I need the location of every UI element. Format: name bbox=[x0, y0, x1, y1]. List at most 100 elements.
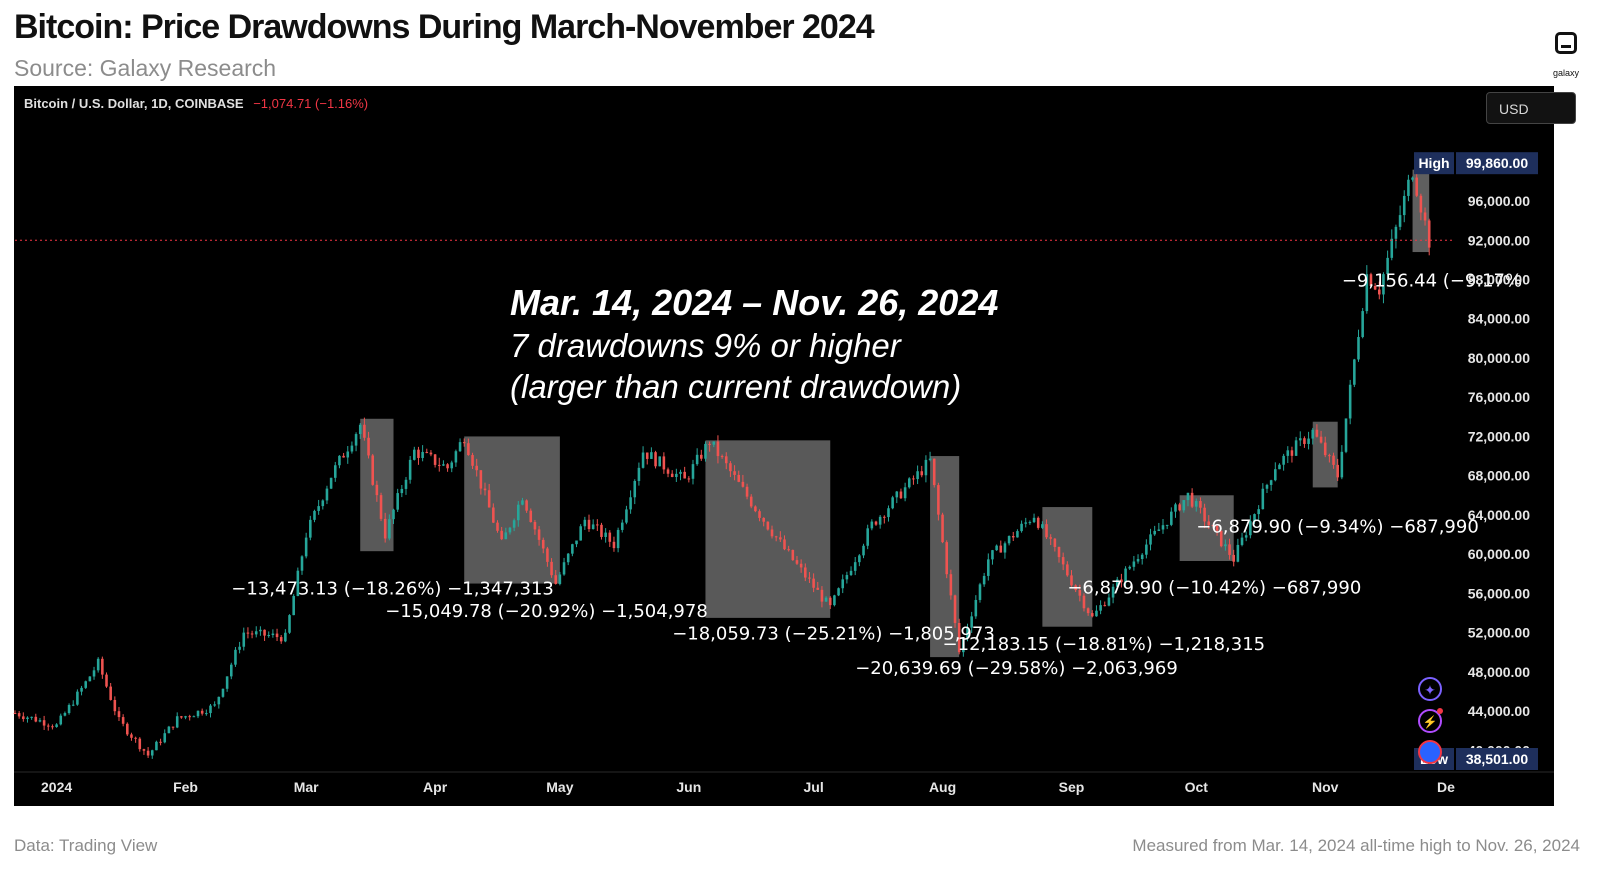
candle bbox=[1244, 535, 1248, 538]
candle bbox=[109, 686, 112, 700]
candle bbox=[1070, 575, 1073, 586]
candle bbox=[907, 478, 911, 488]
candle bbox=[787, 549, 790, 551]
candle bbox=[566, 553, 570, 563]
candle bbox=[562, 562, 566, 575]
candle bbox=[425, 451, 429, 453]
low-value-badge bbox=[1456, 748, 1538, 770]
candle bbox=[799, 563, 803, 568]
candle bbox=[437, 464, 441, 466]
candle bbox=[949, 574, 953, 596]
x-tick-label: Oct bbox=[1185, 779, 1209, 795]
candle bbox=[575, 540, 578, 545]
candle bbox=[1103, 605, 1107, 607]
candle bbox=[712, 441, 716, 445]
candle bbox=[899, 491, 903, 499]
candle bbox=[741, 481, 745, 487]
candle bbox=[1194, 501, 1198, 507]
annotation-overlay: Mar. 14, 2024 – Nov. 26, 2024 7 drawdown… bbox=[510, 282, 998, 406]
candle bbox=[1095, 610, 1098, 617]
candle bbox=[874, 521, 878, 525]
candle bbox=[1140, 554, 1144, 560]
candle bbox=[159, 741, 162, 743]
candle bbox=[230, 664, 233, 677]
candle bbox=[238, 646, 241, 650]
candle bbox=[849, 570, 853, 576]
candle bbox=[1344, 418, 1348, 452]
candle bbox=[720, 456, 724, 458]
candle bbox=[1240, 537, 1244, 545]
y-tick-label: 44,000.00 bbox=[1468, 703, 1530, 719]
candle bbox=[96, 658, 100, 671]
x-tick-label: May bbox=[546, 779, 573, 795]
candle bbox=[1361, 311, 1364, 338]
candle bbox=[413, 449, 416, 460]
candle bbox=[1282, 455, 1285, 465]
drawdown-label: −18,059.73 (−25.21%) −1,805,973 bbox=[672, 623, 995, 644]
drawdown-box bbox=[930, 456, 960, 658]
candle bbox=[858, 555, 861, 563]
candle bbox=[853, 562, 857, 571]
candle bbox=[1099, 605, 1102, 611]
candle bbox=[982, 575, 986, 585]
y-tick-label: 64,000.00 bbox=[1468, 507, 1530, 523]
candle bbox=[912, 478, 915, 480]
x-tick-label: Feb bbox=[173, 779, 198, 795]
x-tick-label: Aug bbox=[929, 779, 956, 795]
candle bbox=[375, 484, 379, 496]
candle bbox=[966, 627, 969, 639]
candle bbox=[1407, 179, 1410, 196]
candle bbox=[1257, 509, 1260, 515]
y-tick-label: 56,000.00 bbox=[1468, 585, 1530, 601]
x-tick-label: 2024 bbox=[41, 779, 72, 795]
candle bbox=[1207, 521, 1211, 526]
candle bbox=[1253, 514, 1256, 522]
candle bbox=[1224, 544, 1227, 547]
candle bbox=[1278, 464, 1281, 470]
x-tick-label: Mar bbox=[294, 779, 319, 795]
candle bbox=[363, 424, 366, 438]
candle bbox=[1427, 220, 1431, 248]
currency-button[interactable]: USD bbox=[1486, 92, 1576, 124]
candle bbox=[429, 452, 433, 455]
candle bbox=[433, 454, 437, 465]
candle bbox=[196, 710, 200, 717]
candle bbox=[1315, 429, 1319, 437]
candle bbox=[142, 749, 146, 751]
candle bbox=[59, 715, 63, 725]
candle bbox=[729, 463, 732, 472]
candle bbox=[1032, 517, 1036, 523]
candle bbox=[292, 596, 295, 616]
candles bbox=[13, 168, 1431, 759]
candle bbox=[246, 632, 250, 634]
candle bbox=[442, 464, 445, 466]
candle bbox=[525, 500, 528, 511]
candle bbox=[417, 449, 420, 458]
candle bbox=[458, 442, 462, 452]
candle bbox=[1340, 451, 1344, 478]
candle bbox=[46, 725, 50, 727]
annotation-count: 7 drawdowns 9% or higher bbox=[510, 327, 901, 364]
candle bbox=[962, 638, 965, 653]
y-tick-label: 68,000.00 bbox=[1468, 468, 1530, 484]
candle bbox=[163, 733, 167, 743]
candle bbox=[1423, 212, 1427, 221]
low-value: 38,501.00 bbox=[1466, 751, 1528, 767]
candle bbox=[1307, 438, 1310, 444]
candle bbox=[1290, 450, 1294, 456]
candle bbox=[591, 524, 595, 530]
candle bbox=[691, 464, 695, 479]
candle bbox=[51, 726, 54, 728]
candle bbox=[1149, 534, 1152, 545]
candle bbox=[1328, 455, 1331, 457]
symbol-label: Bitcoin / U.S. Dollar, 1D, COINBASE bbox=[24, 96, 244, 111]
candle bbox=[213, 704, 216, 706]
candle bbox=[999, 545, 1003, 553]
candle bbox=[358, 424, 362, 435]
candle bbox=[1174, 504, 1177, 512]
candle bbox=[188, 716, 191, 718]
candle bbox=[383, 518, 387, 539]
candle bbox=[870, 521, 874, 529]
candle bbox=[200, 710, 204, 714]
candle bbox=[512, 520, 516, 528]
